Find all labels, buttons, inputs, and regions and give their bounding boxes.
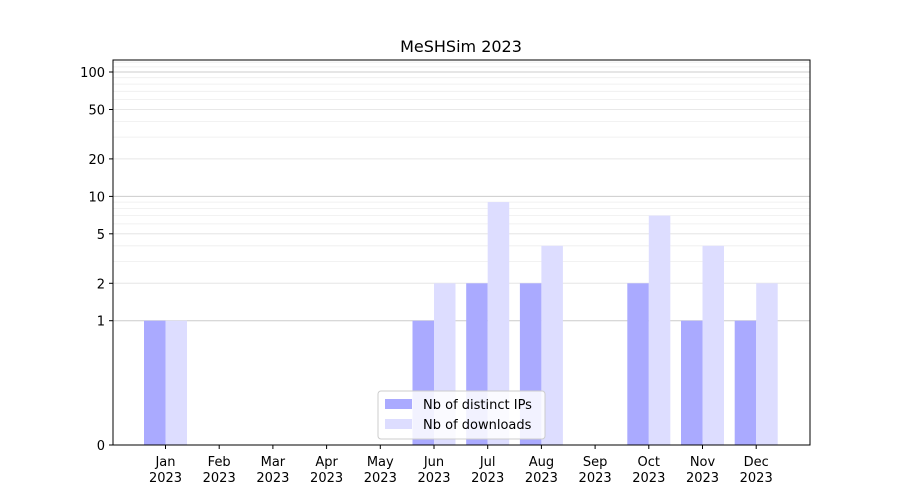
bar [487,202,510,445]
legend: Nb of distinct IPs Nb of downloads [377,390,546,440]
y-tick-label: 0 [97,439,105,454]
x-tick-label: Nov 2023 [686,455,719,486]
y-tick-label: 2 [97,277,105,292]
bar [681,320,703,445]
grid-lines [113,61,810,446]
x-tick-label: Oct 2023 [632,455,665,486]
x-tick-label: Sep 2023 [579,455,612,486]
legend-label: Nb of downloads [423,418,532,433]
chart-title: MeSHSim 2023 [400,37,522,56]
bar [648,215,671,445]
bar [144,320,166,445]
x-tick-label: Dec 2023 [740,455,773,486]
y-tick-label: 20 [88,153,105,168]
bar [702,245,724,445]
legend-box [377,390,546,440]
y-tick-label: 50 [88,104,105,119]
x-tick-label: Aug 2023 [525,455,558,486]
y-tick-label: 5 [97,228,105,243]
legend-label: Nb of distinct IPs [423,398,532,413]
bar [541,245,563,445]
y-tick-label: 1 [97,315,105,330]
x-tick-label: Apr 2023 [310,455,343,486]
x-tick-label: Jul 2023 [471,455,504,486]
y-axis: 0 1 2 5 10 20 50 100 [80,66,113,454]
y-tick-label: 100 [80,66,105,81]
bar [627,283,649,445]
legend-swatch [385,399,412,409]
x-tick-label: May 2023 [364,455,397,486]
bar [734,320,757,445]
x-tick-label: Jun 2023 [417,455,450,486]
legend-swatch [385,419,412,429]
x-axis: Jan 2023 Feb 2023 Mar 2023 Apr 2023 May 2023 Jun 20… [149,445,773,486]
x-tick-label: Mar 2023 [256,455,289,486]
plot-frame [112,59,811,446]
bar [165,320,187,445]
x-tick-label: Jan 2023 [149,455,182,486]
bar [756,283,778,445]
y-tick-label: 10 [88,190,105,205]
x-tick-label: Feb 2023 [203,455,236,486]
